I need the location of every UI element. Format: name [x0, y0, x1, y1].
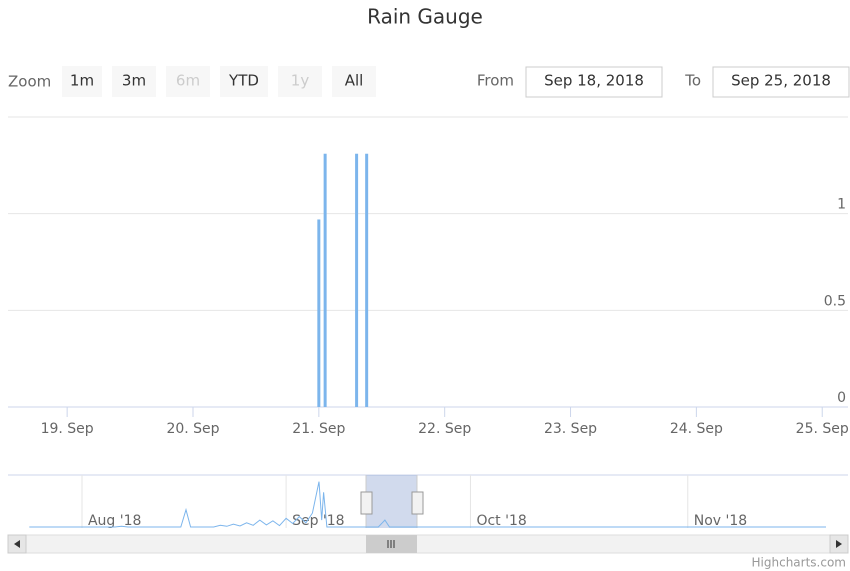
to-label: To	[684, 72, 701, 90]
chart-title: Rain Gauge	[367, 5, 483, 29]
navigator-tick-label: Aug '18	[88, 513, 141, 529]
arrow-left	[14, 540, 20, 548]
zoom-button	[278, 66, 322, 97]
x-tick-label: 21. Sep	[292, 421, 345, 437]
zoom-button-label[interactable]: 1m	[70, 72, 94, 90]
zoom-button	[166, 66, 210, 97]
navigator-series	[29, 481, 826, 528]
bar	[355, 153, 359, 407]
to-input[interactable]	[712, 66, 850, 98]
zoom-button-label[interactable]: YTD	[228, 72, 259, 90]
zoom-button-label: 6m	[176, 72, 200, 90]
zoom-button-label[interactable]: 3m	[122, 72, 146, 90]
y-tick-label: 1	[837, 197, 846, 213]
x-tick-label: 24. Sep	[670, 421, 723, 437]
zoom-button-label: 1y	[291, 72, 310, 90]
zoom-label: Zoom	[8, 73, 51, 91]
from-input[interactable]	[525, 66, 663, 98]
zoom-button[interactable]	[62, 66, 102, 97]
from-label: From	[477, 72, 514, 90]
from-date[interactable]: Sep 18, 2018	[544, 72, 644, 90]
zoom-button[interactable]	[112, 66, 156, 97]
navigator-handle[interactable]	[360, 491, 373, 515]
x-tick-label: 23. Sep	[544, 421, 597, 437]
to-date[interactable]: Sep 25, 2018	[731, 72, 831, 90]
x-tick-label: 19. Sep	[41, 421, 94, 437]
y-tick-label: 0	[837, 390, 846, 406]
x-tick-label: 20. Sep	[166, 421, 219, 437]
x-tick-label: 22. Sep	[418, 421, 471, 437]
zoom-button[interactable]	[332, 66, 376, 97]
scrollbar-grip	[387, 540, 395, 548]
arrow-right	[836, 540, 842, 548]
navigator-handle[interactable]	[411, 491, 424, 515]
zoom-button[interactable]	[220, 66, 268, 97]
bar	[365, 153, 369, 407]
x-tick-label: 25. Sep	[796, 421, 849, 437]
navigator-mask[interactable]	[366, 475, 417, 528]
credits[interactable]: Highcharts.com	[752, 556, 846, 570]
scrollbar-track[interactable]	[7, 534, 849, 554]
navigator-tick-label: Sep '18	[292, 513, 345, 529]
navigator-tick-label: Nov '18	[694, 513, 747, 529]
zoom-button-label[interactable]: All	[345, 72, 364, 90]
y-tick-label: 0.5	[824, 293, 846, 309]
bar	[323, 153, 327, 407]
bar	[317, 219, 321, 407]
navigator-tick-label: Oct '18	[476, 513, 526, 529]
